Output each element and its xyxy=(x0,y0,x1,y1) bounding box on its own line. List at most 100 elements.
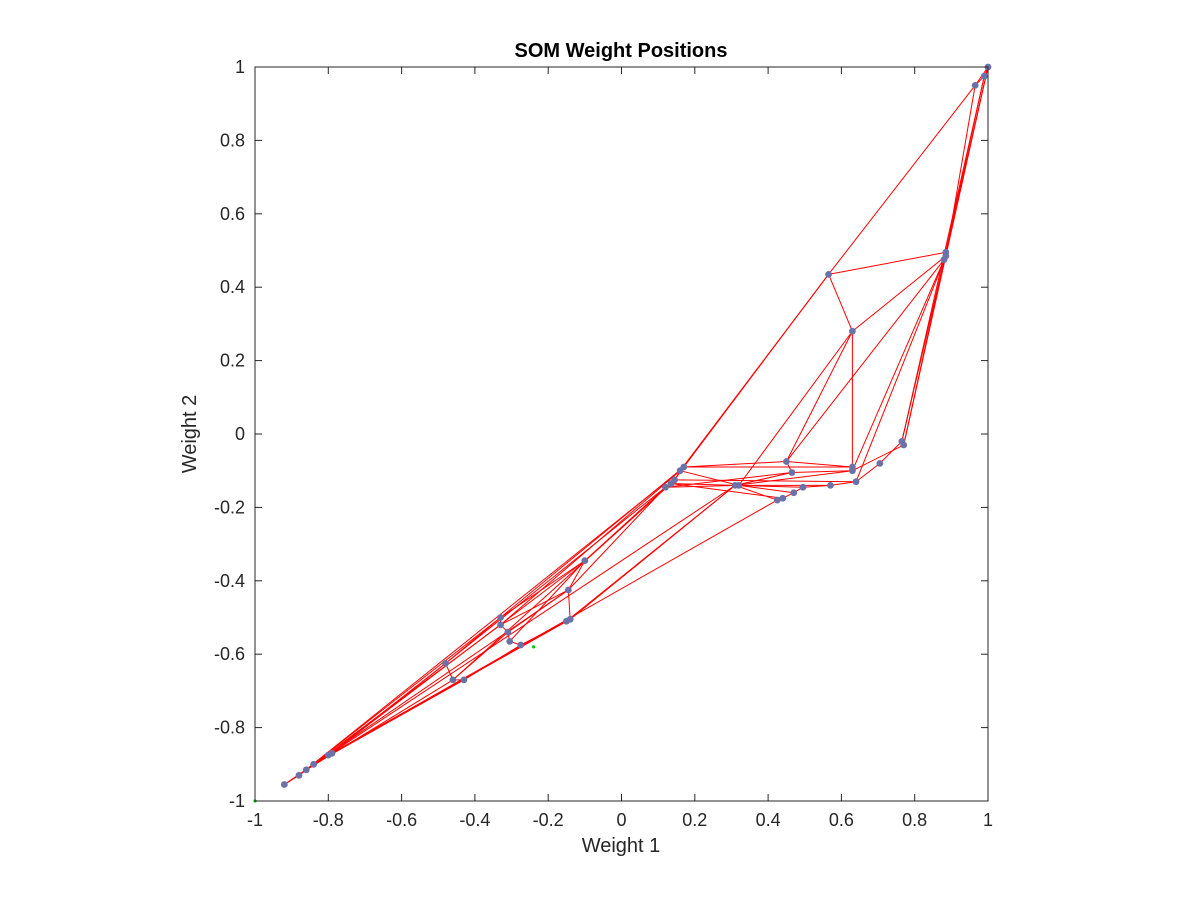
neuron-point xyxy=(563,617,570,625)
neuron-point xyxy=(799,483,807,491)
neighbor-link xyxy=(735,470,853,486)
neighbor-link xyxy=(735,472,793,486)
x-axis-label: Weight 1 xyxy=(582,835,661,857)
neighbor-link xyxy=(879,440,903,464)
neuron-point xyxy=(676,467,684,475)
x-tick-label: 0.6 xyxy=(829,810,854,830)
neighbor-link xyxy=(738,330,853,486)
neighbor-link xyxy=(680,470,739,486)
x-tick-label: 0.2 xyxy=(682,810,707,830)
neighbor-link xyxy=(828,85,976,275)
neighbor-link xyxy=(674,479,857,483)
neighbor-link xyxy=(852,255,947,332)
x-tick-label: -0.4 xyxy=(459,810,490,830)
neighbor-link xyxy=(665,484,739,488)
neighbor-link xyxy=(785,331,853,462)
y-tick-label: 0 xyxy=(235,424,245,444)
y-tick-label: -0.4 xyxy=(214,571,245,591)
neuron-point xyxy=(980,72,988,80)
x-tick-label: 0.8 xyxy=(902,810,927,830)
input-point xyxy=(531,645,536,649)
neuron-point xyxy=(497,621,504,629)
x-tick-label: 0.4 xyxy=(756,810,781,830)
neighbor-link xyxy=(786,461,853,468)
neighbor-link xyxy=(828,274,853,332)
neuron-point xyxy=(442,659,449,667)
neighbor-link xyxy=(452,483,672,681)
neighbor-link xyxy=(665,472,792,488)
x-tick-label: 1 xyxy=(983,810,993,830)
neuron-point xyxy=(497,614,504,621)
y-axis-label: Weight 2 xyxy=(179,395,201,474)
neuron-point xyxy=(971,81,979,89)
neighbor-link xyxy=(567,560,586,591)
neighbor-link xyxy=(500,560,586,618)
neuron-point xyxy=(788,469,796,476)
y-tick-label: 0.6 xyxy=(220,204,245,224)
neuron-point xyxy=(506,637,514,645)
x-tick-label: -1 xyxy=(247,810,263,830)
neuron-point xyxy=(848,327,856,335)
neighbor-link xyxy=(791,470,853,474)
neuron-point xyxy=(827,481,834,489)
neighbor-link xyxy=(852,444,904,472)
neuron-point xyxy=(302,766,310,774)
neuron-point xyxy=(876,459,884,467)
x-tick-label: 0 xyxy=(616,810,626,830)
plot-box xyxy=(254,66,989,802)
neighbor-link xyxy=(567,486,666,591)
neighbor-link xyxy=(500,589,569,626)
neighbor-link xyxy=(327,560,586,756)
y-tick-label: -0.2 xyxy=(214,497,245,517)
neighbor-link xyxy=(566,484,736,622)
neuron-point xyxy=(773,496,781,504)
y-tick-label: -1 xyxy=(229,791,245,811)
neighbor-link xyxy=(298,470,681,776)
neighbor-link xyxy=(802,484,831,488)
neighbor-link xyxy=(855,462,881,483)
neuron-point xyxy=(667,480,675,487)
neighbor-link xyxy=(679,274,829,472)
neighbor-link xyxy=(445,479,675,664)
neighbor-link xyxy=(584,486,666,561)
neuron-point xyxy=(581,557,589,565)
chart-title: SOM Weight Positions xyxy=(515,40,728,62)
neighbor-link xyxy=(855,255,947,482)
y-tick-label: -0.8 xyxy=(214,718,245,738)
neighbor-link xyxy=(903,252,947,446)
neighbor-link xyxy=(328,620,567,756)
neuron-point xyxy=(852,478,860,486)
neuron-point xyxy=(825,270,832,278)
neuron-point xyxy=(662,483,669,491)
neighbor-link xyxy=(670,483,736,486)
neuron-point xyxy=(324,751,332,759)
neuron-point xyxy=(790,489,798,497)
y-tick-label: -0.6 xyxy=(214,644,245,664)
neuron-point xyxy=(504,628,512,636)
neuron-point xyxy=(295,771,303,779)
y-tick-label: 0.8 xyxy=(220,130,245,150)
neighbor-link xyxy=(828,251,946,275)
neuron-point xyxy=(280,781,288,788)
neuron-point xyxy=(449,676,457,684)
neighbor-link xyxy=(567,589,571,620)
y-tick-label: 0.2 xyxy=(220,351,245,371)
neuron-point xyxy=(779,494,787,502)
neuron-point xyxy=(564,586,572,594)
neuron-point xyxy=(735,481,743,489)
neuron-point xyxy=(848,467,856,475)
neuron-point xyxy=(517,641,525,649)
neighbor-link xyxy=(683,461,787,468)
neighbor-link xyxy=(945,85,976,257)
y-tick-label: 1 xyxy=(235,57,245,77)
neighbor-link xyxy=(306,484,736,771)
x-tick-label: -0.6 xyxy=(386,810,417,830)
neuron-point xyxy=(460,676,468,684)
y-tick-label: 0.4 xyxy=(220,277,245,297)
neighbor-link xyxy=(830,481,857,486)
x-tick-label: -0.2 xyxy=(533,810,564,830)
neighbor-link xyxy=(452,631,509,681)
neighbor-link xyxy=(786,259,945,462)
